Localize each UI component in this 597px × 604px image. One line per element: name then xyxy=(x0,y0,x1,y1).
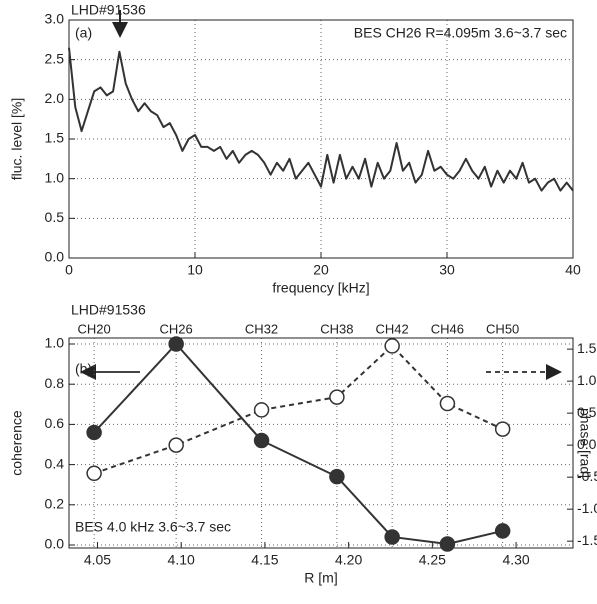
series-line xyxy=(93,342,503,546)
x-tick-label: 4.30 xyxy=(502,552,529,568)
data-point xyxy=(494,523,511,539)
channel-label: CH38 xyxy=(320,321,353,336)
panel-title: LHD#91536 xyxy=(71,2,146,18)
y2-tick-label: -0.5 xyxy=(577,468,597,484)
x-tick-label: 30 xyxy=(439,262,455,278)
y2-tick-label: 1.5 xyxy=(577,340,597,356)
y2-axis-label: phase [rad] xyxy=(577,408,593,478)
y-tick-label: 1.0 xyxy=(45,169,65,185)
y-axis-label: fluc. level [%] xyxy=(9,98,25,180)
y-tick-label: 0.0 xyxy=(45,536,65,552)
y-tick-label: 0.8 xyxy=(45,375,65,391)
x-tick-label: 0 xyxy=(65,262,73,278)
channel-label: CH42 xyxy=(376,321,409,336)
annotation: BES CH26 R=4.095m 3.6~3.7 sec xyxy=(354,25,567,41)
y-tick-label: 2.0 xyxy=(45,90,65,106)
y2-tick-label: -1.5 xyxy=(577,532,597,548)
y-tick-label: 2.5 xyxy=(45,50,65,66)
annotation: BES 4.0 kHz 3.6~3.7 sec xyxy=(75,519,231,535)
y-tick-label: 1.5 xyxy=(45,130,65,146)
data-point xyxy=(329,468,345,485)
data-point xyxy=(384,529,400,545)
x-axis-label: R [m] xyxy=(304,570,337,586)
x-tick-label: 4.25 xyxy=(419,552,446,568)
panel-label: (b) xyxy=(75,361,92,377)
x-tick-label: 4.20 xyxy=(335,552,362,568)
x-axis-label: frequency [kHz] xyxy=(272,280,369,296)
y-axis-label: coherence xyxy=(9,410,25,476)
data-point xyxy=(253,402,270,418)
data-point xyxy=(439,395,456,412)
y2-tick-label: 0.0 xyxy=(577,436,597,452)
data-point xyxy=(253,432,270,449)
panel-title: LHD#91536 xyxy=(71,302,146,318)
y-tick-label: 0.5 xyxy=(45,209,65,225)
plot-frame xyxy=(68,19,574,259)
x-tick-label: 10 xyxy=(187,262,203,278)
data-line xyxy=(68,47,574,192)
x-tick-label: 20 xyxy=(313,262,329,278)
data-point xyxy=(86,465,102,482)
channel-label: CH50 xyxy=(486,321,519,336)
data-point xyxy=(494,421,511,437)
data-point xyxy=(439,536,456,552)
y-tick-label: 1.0 xyxy=(45,335,65,351)
channel-label: CH26 xyxy=(160,321,193,336)
x-tick-label: 4.05 xyxy=(84,552,111,568)
y2-tick-label: 0.5 xyxy=(577,404,597,420)
channel-label: CH20 xyxy=(77,321,110,336)
y-tick-label: 0.2 xyxy=(45,496,65,512)
data-point xyxy=(168,336,184,352)
y-tick-label: 3.0 xyxy=(45,11,65,27)
y-tick-label: 0.6 xyxy=(45,415,65,431)
x-tick-label: 40 xyxy=(565,262,581,278)
y-tick-label: 0.0 xyxy=(45,249,65,265)
y2-tick-label: -1.0 xyxy=(577,500,597,516)
data-point xyxy=(168,437,184,453)
channel-label: CH32 xyxy=(245,321,278,336)
data-point xyxy=(384,338,400,354)
plot-frame xyxy=(68,337,574,549)
data-point xyxy=(86,424,102,441)
x-tick-label: 4.15 xyxy=(251,552,278,568)
y-tick-label: 0.4 xyxy=(45,455,65,471)
data-point xyxy=(329,389,345,405)
x-tick-label: 4.10 xyxy=(168,552,195,568)
panel-label: (a) xyxy=(75,25,92,41)
y2-tick-label: 1.0 xyxy=(577,372,597,388)
channel-label: CH46 xyxy=(431,321,464,336)
